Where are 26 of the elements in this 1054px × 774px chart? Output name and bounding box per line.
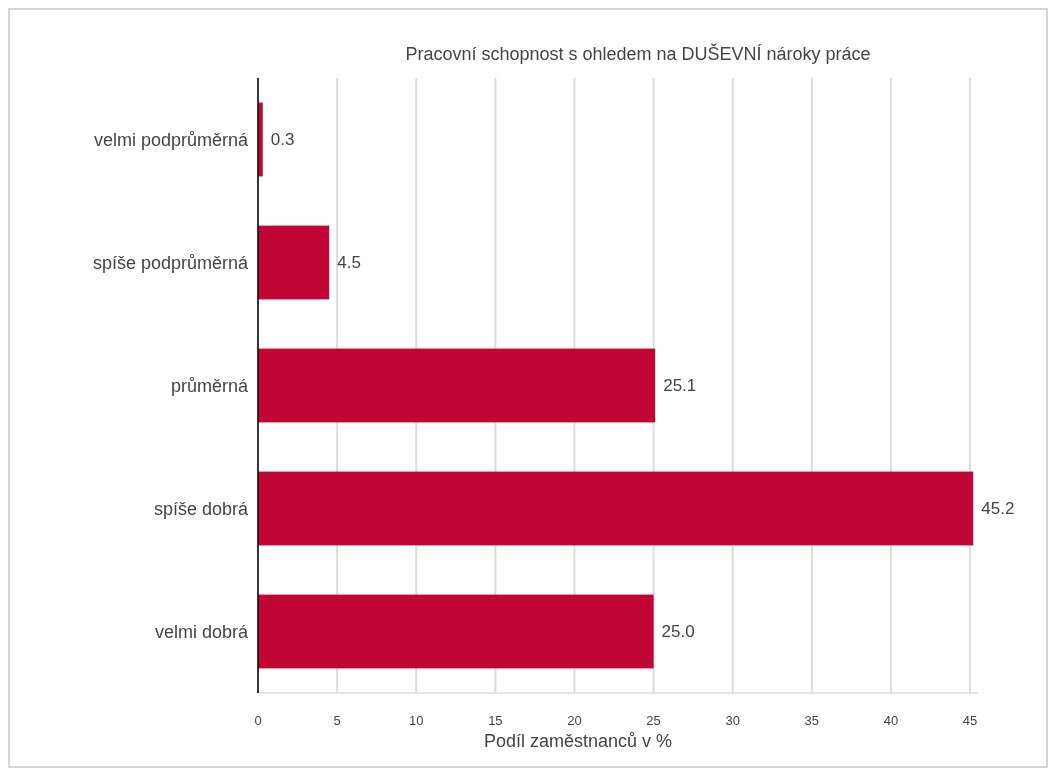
bar	[258, 225, 330, 300]
y-tick-label: velmi podprůměrná	[93, 129, 249, 150]
data-label: 4.5	[337, 253, 361, 273]
x-tick-label: 25	[646, 713, 661, 728]
x-tick-label: 30	[725, 713, 740, 728]
y-tick-label: průměrná	[170, 375, 249, 396]
x-tick-label: 5	[333, 713, 341, 728]
data-label: 0.3	[270, 130, 295, 150]
bar	[258, 348, 656, 423]
bar	[258, 471, 974, 546]
bar	[258, 594, 654, 669]
x-tick-label: 35	[804, 713, 820, 728]
y-tick-label: spíše dobrá	[153, 498, 249, 519]
x-tick-label: 0	[254, 713, 262, 728]
x-tick-label: 45	[962, 713, 978, 728]
data-label: 25.1	[663, 376, 697, 396]
x-tick-label: 40	[883, 713, 899, 728]
x-tick-label: 10	[409, 713, 424, 728]
data-label: 45.2	[981, 499, 1015, 519]
data-label: 25.0	[661, 622, 695, 642]
y-tick-label: spíše podprůměrná	[92, 252, 249, 273]
x-tick-label: 15	[488, 713, 503, 728]
y-tick-label: velmi dobrá	[154, 621, 249, 642]
x-tick-label: 20	[567, 713, 582, 728]
chart-title: Pracovní schopnost s ohledem na DUŠEVNÍ nároky práce	[405, 43, 871, 64]
x-axis-title: Podíl zaměstnanců v %	[483, 731, 673, 751]
